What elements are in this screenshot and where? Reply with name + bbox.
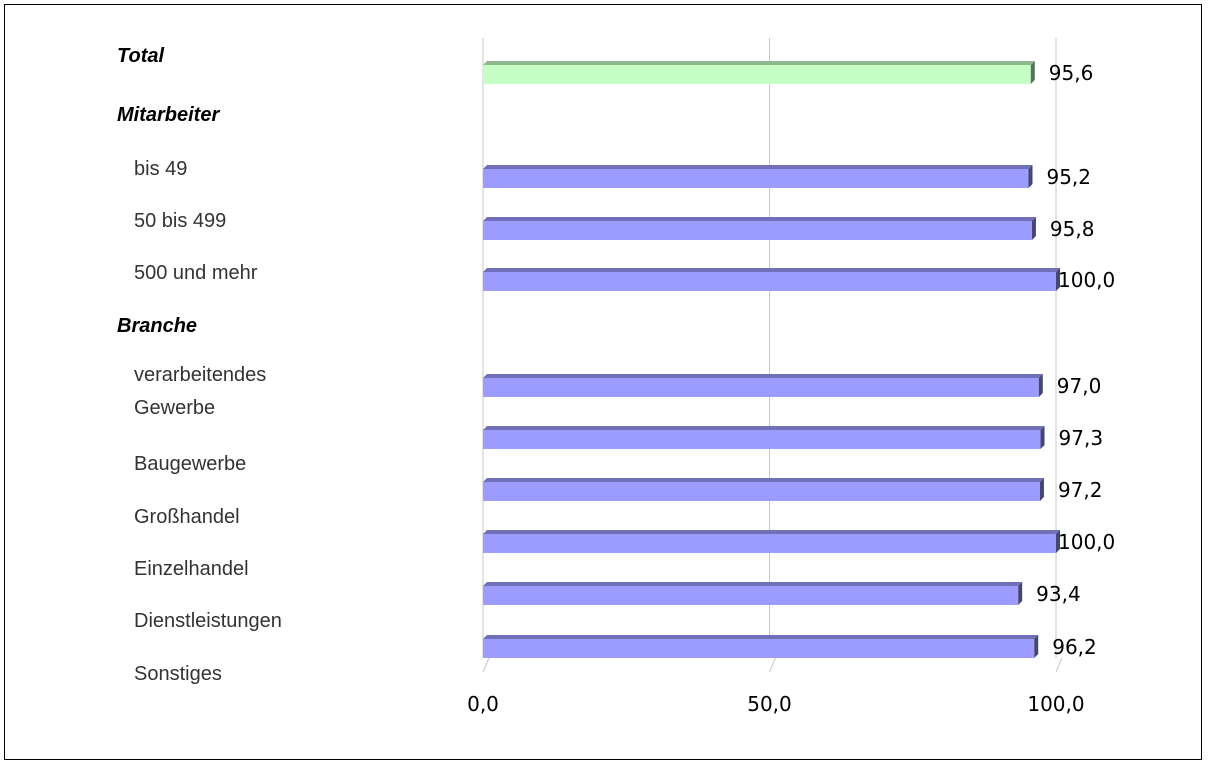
bar-end-face xyxy=(1034,635,1039,658)
bar xyxy=(483,586,1019,605)
bar xyxy=(483,65,1031,84)
bar-end-face xyxy=(1018,582,1023,605)
bar-end-face xyxy=(1030,61,1035,84)
category-label: 50 bis 499 xyxy=(134,210,226,232)
category-label: Branche xyxy=(117,315,197,337)
bar xyxy=(483,221,1032,240)
category-label: Baugewerbe xyxy=(134,453,246,475)
bar-end-face xyxy=(1056,268,1060,291)
bar-top-face xyxy=(483,165,1033,169)
value-label: 95,6 xyxy=(1049,61,1094,85)
bar xyxy=(483,272,1056,291)
category-label: 500 und mehr xyxy=(134,262,258,284)
axis-tick xyxy=(482,657,490,673)
axis-tick xyxy=(769,657,776,673)
bar-top-face xyxy=(483,374,1043,378)
bar-end-face xyxy=(1038,374,1043,397)
bar-top-face xyxy=(483,217,1036,221)
bar-end-face xyxy=(1031,217,1036,240)
category-label: Einzelhandel xyxy=(134,558,249,580)
bar-top-face xyxy=(483,268,1060,272)
category-label: Mitarbeiter xyxy=(117,104,220,126)
bar xyxy=(483,534,1056,553)
value-label: 96,2 xyxy=(1052,635,1097,659)
bar-end-face xyxy=(1039,478,1044,501)
x-tick-label: 0,0 xyxy=(467,692,499,716)
bar-top-face xyxy=(483,635,1039,639)
bar-top-face xyxy=(483,582,1023,586)
category-label: Dienstleistungen xyxy=(134,610,282,632)
value-label: 95,2 xyxy=(1046,165,1091,189)
bar-top-face xyxy=(483,426,1045,430)
bar-top-face xyxy=(483,530,1060,534)
value-label: 93,4 xyxy=(1036,582,1081,606)
category-label: Sonstiges xyxy=(134,663,222,685)
bar xyxy=(483,639,1035,658)
category-label: verarbeitendes Gewerbe xyxy=(134,364,266,419)
value-label: 97,3 xyxy=(1059,426,1104,450)
value-label: 97,0 xyxy=(1057,374,1102,398)
value-label: 95,8 xyxy=(1050,217,1095,241)
bar xyxy=(483,482,1040,501)
bar-top-face xyxy=(483,61,1035,65)
category-label: Total xyxy=(117,45,164,67)
bar xyxy=(483,430,1041,449)
value-label: 100,0 xyxy=(1058,268,1115,292)
x-tick-label: 50,0 xyxy=(747,692,792,716)
axis-tick xyxy=(1055,657,1063,673)
value-label: 97,2 xyxy=(1058,478,1103,502)
bar xyxy=(483,169,1029,188)
x-tick-label: 100,0 xyxy=(1027,692,1084,716)
bar xyxy=(483,378,1039,397)
bar-end-face xyxy=(1040,426,1045,449)
bar-end-face xyxy=(1028,165,1033,188)
value-label: 100,0 xyxy=(1058,530,1115,554)
bar-top-face xyxy=(483,478,1044,482)
category-label: bis 49 xyxy=(134,158,187,180)
category-label: Großhandel xyxy=(134,506,240,528)
bar-end-face xyxy=(1056,530,1060,553)
